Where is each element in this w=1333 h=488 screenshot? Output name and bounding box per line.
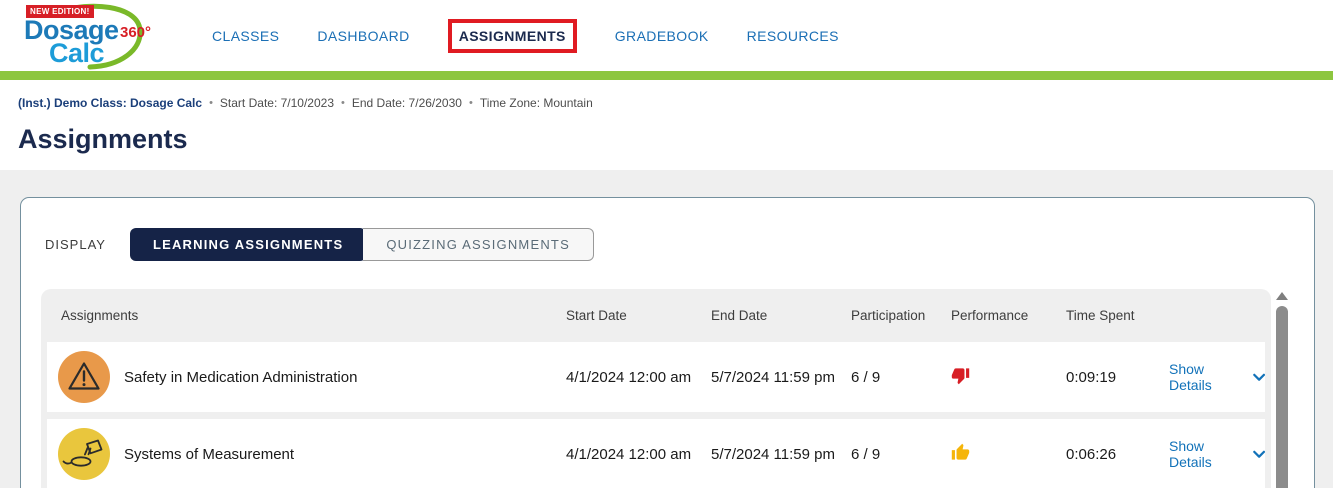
table-header-row: Assignments Start Date End Date Particip… xyxy=(47,289,1265,342)
bullet-separator: • xyxy=(209,97,213,109)
end-date-cell: 5/7/2024 11:59 pm xyxy=(711,368,835,386)
class-name-link[interactable]: (Inst.) Demo Class: Dosage Calc xyxy=(18,96,203,110)
column-header-performance: Performance xyxy=(951,308,1029,323)
show-details-button[interactable]: Show Details xyxy=(1169,361,1265,393)
tab-quizzing-assignments[interactable]: QUIZZING ASSIGNMENTS xyxy=(363,228,594,261)
performance-cell xyxy=(951,366,1066,389)
logo-text-dosage: Dosage xyxy=(24,15,119,45)
assignment-title: Safety in Medication Administration xyxy=(124,368,358,386)
page-header-section: (Inst.) Demo Class: Dosage Calc • Start … xyxy=(0,80,1333,170)
class-end-date: End Date: 7/26/2030 xyxy=(351,96,462,110)
nav-dashboard[interactable]: DASHBOARD xyxy=(317,27,410,44)
participation-cell: 6 / 9 xyxy=(851,445,881,463)
assignment-title-cell: Systems of Measurement xyxy=(47,428,566,480)
column-header-end-date: End Date xyxy=(711,308,768,323)
assignments-card: DISPLAY LEARNING ASSIGNMENTS QUIZZING AS… xyxy=(20,197,1315,488)
chevron-down-icon xyxy=(1252,373,1265,381)
warning-triangle-icon xyxy=(58,351,110,403)
page-title: Assignments xyxy=(18,124,188,154)
end-date-cell: 5/7/2024 11:59 pm xyxy=(711,445,835,463)
class-time-zone: Time Zone: Mountain xyxy=(479,96,593,110)
nav-gradebook[interactable]: GRADEBOOK xyxy=(614,27,709,44)
content-background: DISPLAY LEARNING ASSIGNMENTS QUIZZING AS… xyxy=(0,170,1333,488)
show-details-label: Show Details xyxy=(1169,438,1212,470)
top-navigation-bar: NEW EDITION! Dosage Calc 360° CLASSES DA… xyxy=(0,0,1333,71)
thumbs-up-icon xyxy=(951,443,970,460)
dosage-calc-logo[interactable]: NEW EDITION! Dosage Calc 360° xyxy=(16,0,166,71)
logo-text-360: 360° xyxy=(120,24,152,41)
performance-cell xyxy=(951,443,1066,466)
nav-resources[interactable]: RESOURCES xyxy=(746,27,839,44)
measuring-pour-icon xyxy=(58,428,110,480)
display-label: DISPLAY xyxy=(45,237,106,252)
assignments-table: Assignments Start Date End Date Particip… xyxy=(41,289,1293,488)
bullet-separator: • xyxy=(468,97,473,109)
time-spent-cell: 0:06:26 xyxy=(1066,445,1117,463)
bullet-separator: • xyxy=(341,97,345,109)
chevron-down-icon xyxy=(1252,450,1265,458)
table-row: Systems of Measurement 4/1/2024 12:00 am… xyxy=(47,419,1265,488)
assignment-title-cell: Safety in Medication Administration xyxy=(47,351,566,403)
tab-learning-assignments[interactable]: LEARNING ASSIGNMENTS xyxy=(129,228,367,261)
nav-classes[interactable]: CLASSES xyxy=(212,27,280,44)
table-scrollbar[interactable] xyxy=(1275,291,1289,488)
thumbs-down-icon xyxy=(951,367,970,384)
column-header-participation: Participation xyxy=(851,308,926,323)
nav-assignments[interactable]: ASSIGNMENTS xyxy=(447,18,577,53)
scrollbar-up-arrow-icon[interactable] xyxy=(1276,292,1288,300)
participation-cell: 6 / 9 xyxy=(851,368,881,386)
start-date-cell: 4/1/2024 12:00 am xyxy=(566,368,692,386)
column-header-start-date: Start Date xyxy=(566,308,627,323)
class-info-line: (Inst.) Demo Class: Dosage Calc • Start … xyxy=(18,96,1333,110)
show-details-label: Show Details xyxy=(1169,361,1212,393)
logo-text-calc: Calc xyxy=(49,38,105,68)
table-row: Safety in Medication Administration 4/1/… xyxy=(47,342,1265,412)
class-start-date: Start Date: 7/10/2023 xyxy=(219,96,334,110)
column-header-assignments: Assignments xyxy=(61,308,139,323)
scrollbar-thumb[interactable] xyxy=(1276,306,1288,488)
start-date-cell: 4/1/2024 12:00 am xyxy=(566,445,692,463)
main-nav: CLASSES DASHBOARD ASSIGNMENTS GRADEBOOK … xyxy=(212,18,839,53)
new-edition-badge: NEW EDITION! xyxy=(26,5,94,18)
assignments-table-inner: Assignments Start Date End Date Particip… xyxy=(41,289,1271,488)
time-spent-cell: 0:09:19 xyxy=(1066,368,1117,386)
show-details-button[interactable]: Show Details xyxy=(1169,438,1265,470)
brand-green-divider xyxy=(0,71,1333,80)
column-header-time-spent: Time Spent xyxy=(1066,308,1135,323)
assignment-title: Systems of Measurement xyxy=(124,445,295,463)
display-toggle-row: DISPLAY LEARNING ASSIGNMENTS QUIZZING AS… xyxy=(45,228,1314,261)
assignment-type-tabs: LEARNING ASSIGNMENTS QUIZZING ASSIGNMENT… xyxy=(129,228,594,261)
